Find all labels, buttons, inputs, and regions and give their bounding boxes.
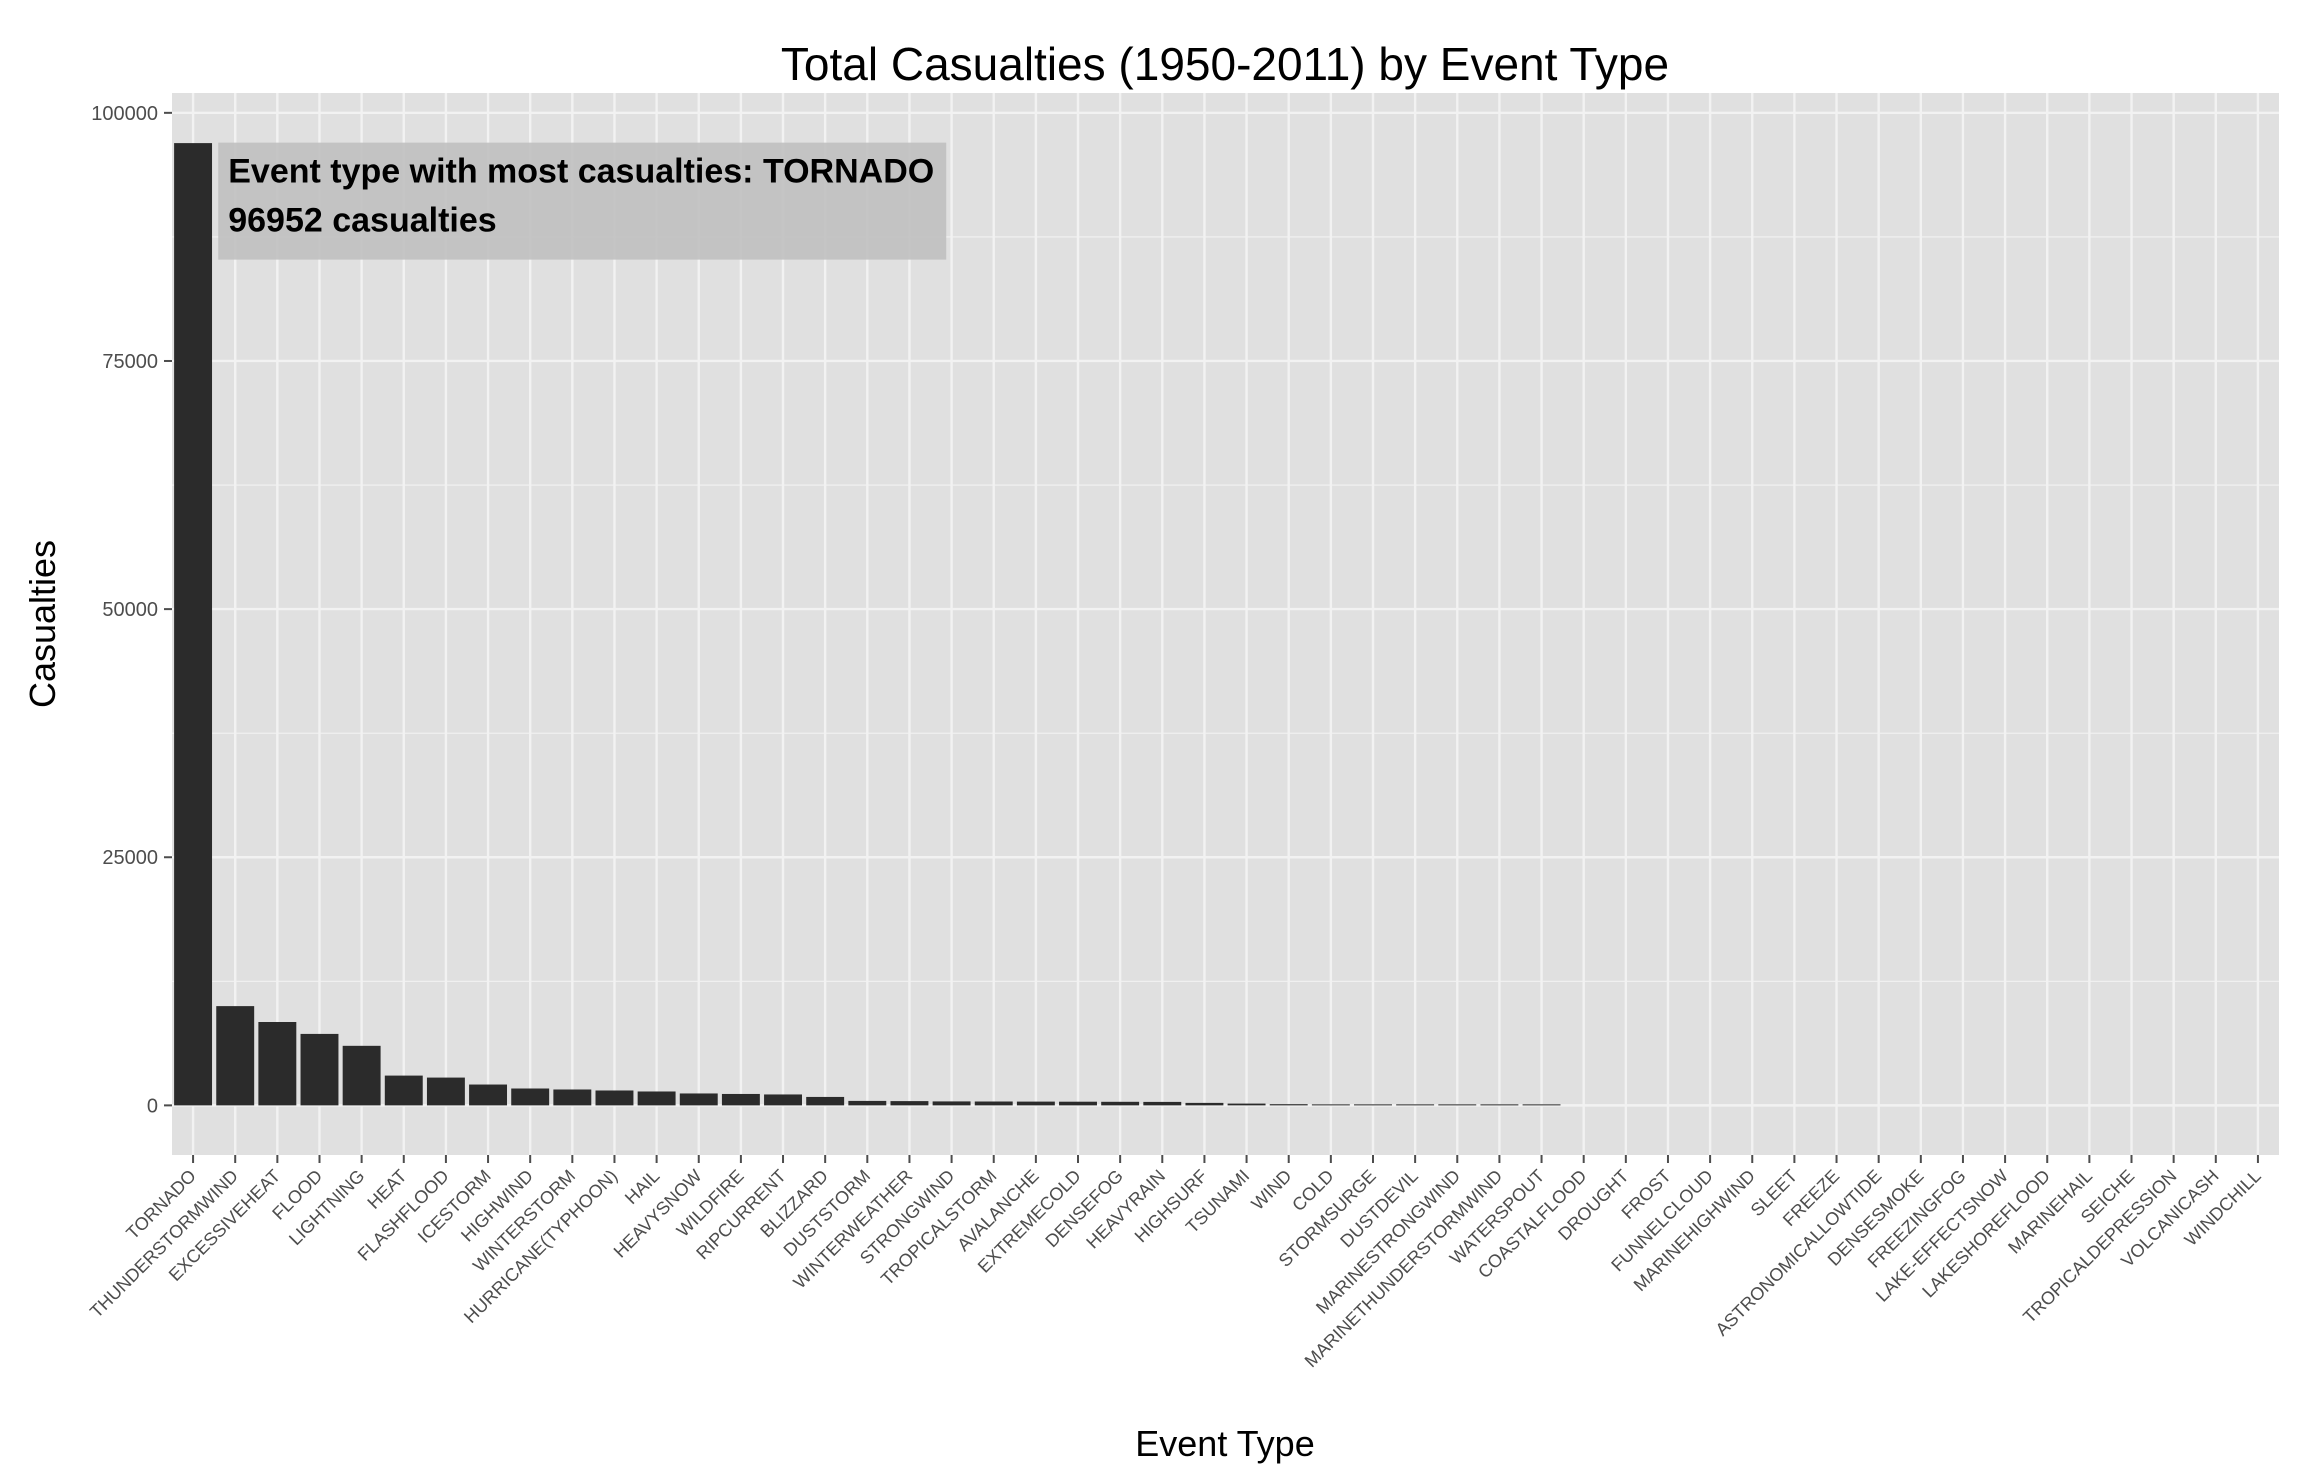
bar-tropicalstorm (974, 1101, 1013, 1106)
y-axis-title: Casualties (22, 540, 63, 708)
bar-heavyrain (1143, 1101, 1182, 1106)
bar-cold (1311, 1104, 1350, 1106)
bar-flood (300, 1033, 339, 1106)
bar-lightning (342, 1045, 381, 1106)
bar-stormsurge (1354, 1104, 1392, 1106)
x-tick-label: WIND (1247, 1166, 1295, 1214)
y-tick-label: 75000 (102, 351, 158, 373)
annotation-line-1: Event type with most casualties: TORNADO (228, 153, 934, 191)
bar-heavysnow (679, 1093, 718, 1106)
y-tick-label: 50000 (102, 599, 158, 621)
x-axis: TORNADOTHUNDERSTORMWINDEXCESSIVEHEATFLOO… (86, 1155, 2265, 1371)
bar-thunderstormwind (216, 1006, 255, 1106)
bar-ripcurrent (764, 1094, 802, 1106)
chart-title: Total Casualties (1950-2011) by Event Ty… (781, 38, 1669, 90)
bar-marinethunderstormwind (1480, 1104, 1519, 1106)
bar-excessiveheat (258, 1022, 297, 1106)
bar-flashflood (426, 1077, 465, 1106)
bar-extremecold (1059, 1101, 1097, 1106)
panel-background (172, 93, 2279, 1155)
bar-duststorm (848, 1100, 887, 1106)
bar-hurricane(typhoon) (595, 1090, 634, 1106)
x-axis-title: Event Type (1135, 1423, 1314, 1464)
bar-wildfire (721, 1093, 760, 1106)
annotation-box (218, 142, 947, 260)
y-tick-label: 25000 (102, 847, 158, 869)
bar-heat (384, 1075, 423, 1106)
bar-winterstorm (553, 1089, 592, 1106)
bar-waterspout (1522, 1104, 1561, 1106)
bar-blizzard (806, 1096, 845, 1106)
y-tick-label: 0 (147, 1095, 158, 1117)
bar-tornado (174, 143, 213, 1106)
bar-densefog (1101, 1101, 1140, 1106)
bar-winterweather (890, 1101, 929, 1106)
bar-wind (1269, 1104, 1308, 1106)
bar-highwind (511, 1088, 550, 1106)
bars (174, 143, 1561, 1106)
bar-strongwind (932, 1101, 971, 1106)
bar-highsurf (1185, 1102, 1224, 1106)
bar-marinestrongwind (1438, 1104, 1477, 1106)
bar-tsunami (1227, 1103, 1266, 1106)
annotation-line-2: 96952 casualties (228, 202, 496, 240)
bar-hail (637, 1091, 676, 1106)
y-tick-label: 100000 (91, 103, 158, 125)
annotation: Event type with most casualties: TORNADO… (218, 142, 947, 260)
y-axis: 0 25000 50000 75000 100000 (91, 103, 172, 1117)
bar-avalanche (1016, 1101, 1055, 1106)
bar-dustdevil (1396, 1104, 1435, 1106)
bar-icestorm (469, 1084, 508, 1106)
